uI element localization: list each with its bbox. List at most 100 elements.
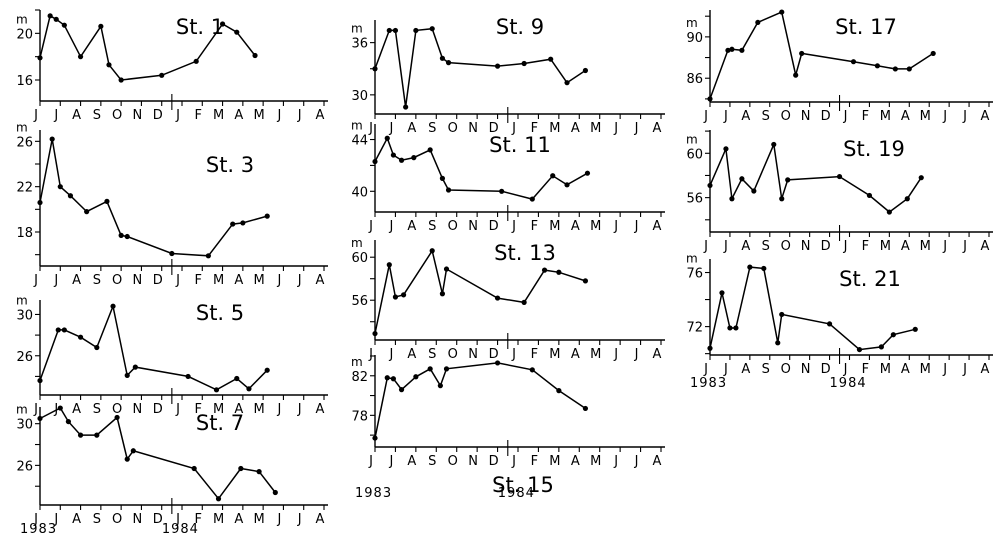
data-point	[67, 193, 74, 199]
data-point	[494, 360, 501, 366]
data-point	[445, 187, 452, 193]
y-tick-label: 20	[16, 27, 33, 42]
y-tick-label: 40	[351, 185, 368, 200]
year-label: 1984	[498, 486, 535, 501]
x-tick-label: S	[93, 273, 101, 288]
data-point	[439, 175, 446, 181]
data-point	[443, 266, 450, 272]
data-point	[264, 213, 270, 219]
y-tick-label: 30	[16, 308, 33, 323]
data-point	[582, 67, 589, 74]
data-point	[739, 47, 745, 53]
data-point	[930, 50, 936, 57]
data-point	[906, 66, 912, 72]
x-tick-label: N	[468, 121, 478, 136]
x-tick-label: A	[653, 347, 662, 362]
data-point	[77, 334, 84, 340]
y-unit-label: m	[16, 403, 28, 417]
x-tick-label: A	[571, 219, 580, 234]
data-point	[443, 366, 450, 372]
x-tick-label: N	[801, 239, 811, 254]
x-tick-label: A	[653, 454, 662, 469]
x-tick-label: N	[468, 347, 478, 362]
data-point	[37, 199, 43, 206]
x-tick-label: N	[133, 273, 143, 288]
x-tick-label: J	[613, 121, 618, 136]
x-tick-label: A	[571, 121, 580, 136]
x-tick-label: J	[723, 362, 728, 377]
x-tick-label: N	[133, 108, 143, 123]
panel-title: St. 7	[196, 411, 244, 435]
data-point	[779, 9, 785, 15]
x-tick-label: J	[389, 347, 394, 362]
data-point	[234, 29, 240, 35]
x-tick-label: A	[407, 347, 416, 362]
x-tick-label: A	[72, 512, 81, 527]
data-point	[739, 176, 745, 182]
y-unit-label: m	[351, 355, 363, 369]
x-tick-label: A	[234, 512, 243, 527]
data-point	[372, 435, 378, 441]
data-point	[272, 489, 278, 496]
data-point	[98, 23, 104, 29]
year-label: 1984	[498, 0, 535, 4]
data-point	[234, 375, 240, 382]
x-tick-label: M	[880, 109, 891, 124]
x-tick-label: N	[133, 512, 143, 527]
x-tick-label: S	[762, 109, 770, 124]
y-tick-label: 18	[16, 226, 33, 241]
x-tick-label: S	[93, 402, 101, 417]
x-tick-label: M	[880, 239, 891, 254]
data-point	[771, 141, 777, 148]
x-tick-label: J	[297, 512, 302, 527]
y-tick-label: 44	[351, 134, 368, 149]
year-label: 1983	[355, 0, 392, 4]
year-label: 1983	[20, 0, 57, 4]
data-point	[892, 66, 898, 72]
data-point	[61, 22, 67, 28]
series-line	[374, 136, 588, 200]
x-tick-label: N	[801, 109, 811, 124]
x-tick-label: A	[571, 347, 580, 362]
data-point	[246, 386, 252, 392]
data-point	[707, 345, 713, 351]
x-tick-label: J	[297, 402, 302, 417]
data-point	[413, 374, 419, 380]
x-tick-label: J	[33, 402, 38, 417]
x-tick-label: O	[448, 347, 458, 362]
x-tick-label: J	[389, 121, 394, 136]
x-tick-label: J	[634, 121, 639, 136]
y-tick-label: 56	[686, 192, 703, 207]
x-tick-label: O	[781, 109, 791, 124]
x-tick-label: J	[33, 512, 38, 527]
data-point	[49, 136, 55, 142]
data-point	[238, 465, 244, 472]
x-tick-label: D	[821, 239, 831, 254]
x-tick-label: F	[862, 362, 869, 377]
x-tick-label: J	[723, 109, 728, 124]
x-tick-label: D	[153, 108, 163, 123]
y-tick-label: 26	[16, 459, 33, 474]
x-tick-label: J	[368, 121, 373, 136]
data-point	[47, 13, 53, 19]
x-tick-label: J	[175, 108, 180, 123]
x-tick-label: J	[175, 402, 180, 417]
data-point	[751, 188, 757, 194]
y-unit-label: m	[686, 252, 698, 266]
x-tick-label: J	[634, 219, 639, 234]
x-tick-label: F	[195, 108, 202, 123]
x-tick-label: J	[843, 362, 848, 377]
data-point	[386, 262, 392, 268]
data-point	[53, 16, 59, 22]
x-tick-label: J	[843, 239, 848, 254]
year-label: 1984	[498, 0, 535, 4]
data-point	[372, 158, 378, 165]
y-tick-label: 60	[686, 147, 703, 162]
data-point	[707, 182, 713, 189]
data-point	[94, 432, 100, 438]
panel-title: St. 5	[196, 301, 244, 325]
x-tick-label: N	[133, 402, 143, 417]
x-tick-label: J	[53, 273, 58, 288]
x-tick-label: F	[862, 239, 869, 254]
data-point	[890, 332, 896, 338]
